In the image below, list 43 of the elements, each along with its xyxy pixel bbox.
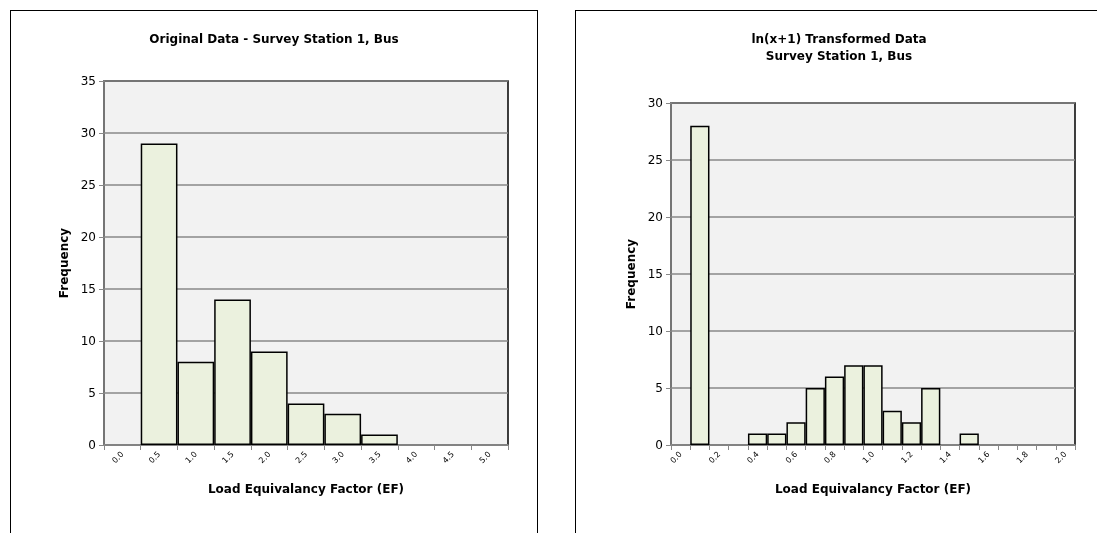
- x-tick-label: 4.5: [440, 449, 457, 466]
- y-tick-label: 15: [80, 282, 96, 296]
- chart-title: ln(x+1) Transformed Data Survey Station 1, Bus: [751, 31, 927, 63]
- x-tick-label: 2.5: [293, 449, 310, 466]
- x-tick-label: 5.0: [477, 449, 493, 466]
- y-tick-label: 5: [88, 386, 96, 400]
- x-axis-title: Load Equivalancy Factor (EF): [207, 482, 405, 496]
- x-tick-label: 1.0: [860, 449, 877, 466]
- y-tick-label: 0: [655, 438, 663, 452]
- x-tick-label: 0.2: [706, 449, 723, 466]
- y-tick-label: 10: [80, 334, 96, 348]
- x-tick-label: 1.8: [1014, 449, 1031, 466]
- y-tick-label: 35: [80, 74, 96, 88]
- y-tick-label: 25: [80, 178, 96, 192]
- x-tick-label: 3.5: [367, 449, 383, 466]
- y-tick-label: 15: [647, 267, 663, 281]
- y-tick-label: 20: [647, 210, 663, 224]
- x-tick-label: 1.6: [976, 449, 992, 466]
- x-tick-label: 0.0: [668, 449, 684, 466]
- x-tick-label: 4.0: [404, 449, 420, 466]
- x-tick-label: 0.0: [110, 449, 126, 466]
- x-tick-label: 1.2: [899, 449, 915, 466]
- x-tick-label: 1.0: [183, 449, 199, 466]
- x-tick-label: 1.5: [220, 449, 236, 466]
- y-axis-title: Frequency: [623, 238, 638, 310]
- x-tick-label: 0.5: [146, 449, 163, 466]
- y-tick-label: 0: [88, 438, 96, 452]
- chart-title: Original Data - Survey Station 1, Bus: [149, 31, 399, 46]
- y-tick-label: 10: [647, 324, 663, 338]
- x-tick-label: 0.8: [822, 449, 838, 466]
- y-tick-label: 20: [80, 230, 96, 244]
- x-tick-label: 1.4: [937, 449, 954, 466]
- y-tick-label: 30: [647, 96, 663, 110]
- x-tick-label: 3.0: [330, 449, 346, 466]
- y-tick-label: 25: [647, 153, 663, 167]
- y-tick-label: 30: [80, 126, 96, 140]
- y-tick-label: 5: [655, 381, 663, 395]
- x-tick-label: 0.4: [745, 449, 761, 466]
- y-axis-title: Frequency: [56, 227, 71, 299]
- x-tick-label: 0.6: [783, 449, 800, 466]
- x-tick-label: 2.0: [1053, 449, 1069, 466]
- x-tick-label: 2.0: [257, 449, 273, 466]
- x-axis-title: Load Equivalancy Factor (EF): [774, 482, 972, 496]
